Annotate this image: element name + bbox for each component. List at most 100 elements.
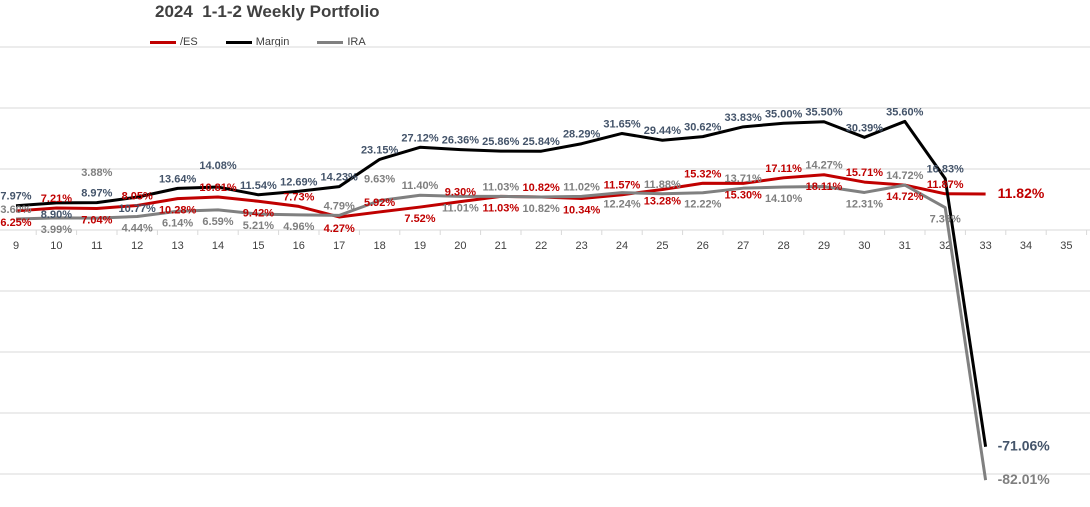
data-label: 25.84% — [523, 136, 561, 148]
data-label: 7.21% — [41, 193, 72, 205]
x-tick-label: 14 — [212, 240, 224, 252]
x-tick-label: 34 — [1020, 240, 1032, 252]
data-label: 4.79% — [324, 200, 355, 212]
x-tick-label: 17 — [333, 240, 345, 252]
data-label: -71.06% — [998, 438, 1051, 454]
x-tick-label: 32 — [939, 240, 951, 252]
data-label: 14.72% — [886, 191, 924, 203]
x-tick-label: 24 — [616, 240, 628, 252]
data-label: 18.11% — [806, 181, 843, 193]
x-tick-label: 35 — [1060, 240, 1072, 252]
data-label: 10.82% — [523, 203, 561, 215]
legend-swatch — [317, 40, 344, 44]
data-label: 10.34% — [563, 204, 601, 216]
data-label: 30.62% — [684, 122, 722, 134]
x-tick-label: 12 — [131, 240, 143, 252]
data-label: 25.86% — [482, 136, 520, 148]
data-label: 14.10% — [765, 193, 803, 205]
data-label: 16.83% — [927, 164, 965, 176]
data-label: 17.11% — [765, 163, 802, 175]
data-label: 27.12% — [401, 132, 439, 144]
x-tick-label: 10 — [50, 240, 62, 252]
data-label: 11.40% — [402, 180, 439, 192]
data-label: 14.72% — [886, 170, 924, 182]
data-label: 29.44% — [644, 125, 682, 137]
data-label: 12.22% — [684, 199, 722, 211]
data-label: 6.14% — [162, 217, 193, 229]
x-tick-label: 19 — [414, 240, 426, 252]
data-label: 6.25% — [0, 217, 31, 229]
legend-label: /ES — [180, 36, 198, 48]
data-label: 33.83% — [725, 112, 763, 124]
data-label: 3.88% — [81, 167, 112, 179]
data-label: 10.82% — [523, 182, 561, 194]
legend-label: IRA — [347, 36, 366, 48]
data-label: 7.73% — [283, 191, 314, 203]
data-label: 5.21% — [243, 220, 274, 232]
data-label: 9.42% — [243, 207, 274, 219]
data-label: 4.27% — [324, 223, 355, 235]
x-tick-label: 16 — [293, 240, 305, 252]
x-tick-label: 21 — [495, 240, 507, 252]
data-label: 12.24% — [603, 199, 641, 211]
data-label: 11.01% — [442, 202, 479, 214]
legend-item-margin: Margin — [225, 36, 290, 48]
legend: /ES Margin IRA — [150, 36, 366, 48]
data-label: 14.23% — [321, 172, 359, 184]
data-label: 8.97% — [81, 188, 112, 200]
data-label: 6.59% — [202, 216, 233, 228]
chart-title: 2024 1-1-2 Weekly Portfolio — [155, 2, 380, 21]
data-label: 7.97% — [0, 191, 31, 203]
x-tick-label: 9 — [13, 240, 19, 252]
x-tick-label: 33 — [979, 240, 991, 252]
legend-swatch — [150, 40, 176, 44]
data-label: -82.01% — [998, 471, 1051, 487]
data-label: 14.08% — [199, 160, 237, 172]
data-label: 10.81% — [199, 182, 237, 194]
x-tick-label: 27 — [737, 240, 749, 252]
data-label: 10.77% — [119, 203, 157, 215]
data-label: 11.54% — [240, 180, 277, 192]
data-label: 8.05% — [122, 190, 153, 202]
data-label: 4.96% — [283, 221, 314, 233]
data-label: 7.04% — [81, 215, 112, 227]
legend-item-es: /ES — [150, 36, 198, 48]
series-line-margin — [15, 119, 988, 447]
data-label: 11.82% — [998, 185, 1045, 201]
x-tick-label: 22 — [535, 240, 547, 252]
x-tick-label: 25 — [656, 240, 668, 252]
data-label: 35.50% — [805, 107, 843, 119]
data-label: 7.52% — [404, 213, 435, 225]
data-label: 14.27% — [805, 159, 843, 171]
x-tick-label: 11 — [91, 240, 102, 252]
data-label: 4.44% — [122, 222, 153, 234]
x-tick-label: 20 — [454, 240, 466, 252]
x-tick-label: 30 — [858, 240, 870, 252]
legend-label: Margin — [255, 36, 290, 48]
data-label: 23.15% — [361, 144, 399, 156]
data-label: 8.90% — [41, 209, 72, 221]
data-label: 12.69% — [280, 176, 318, 188]
data-label: 5.92% — [364, 197, 395, 209]
data-label: 12.31% — [846, 198, 884, 210]
x-tick-label: 28 — [777, 240, 789, 252]
data-label: 9.63% — [364, 174, 395, 186]
data-label: 3.60% — [0, 204, 31, 216]
x-tick-label: 23 — [575, 240, 587, 252]
data-label: 30.39% — [846, 122, 884, 134]
x-tick-label: 29 — [818, 240, 830, 252]
data-label: 13.28% — [644, 195, 682, 207]
x-tick-label: 13 — [171, 240, 183, 252]
data-label: 35.60% — [886, 106, 924, 118]
data-label: 31.65% — [603, 118, 641, 130]
x-tick-label: 18 — [373, 240, 385, 252]
data-label: 28.29% — [563, 129, 601, 141]
data-label: 11.02% — [563, 181, 600, 193]
legend-swatch — [225, 40, 252, 44]
data-label: 9.30% — [445, 187, 476, 199]
data-label: 13.71% — [725, 173, 763, 185]
data-label: 13.64% — [159, 173, 197, 185]
data-label: 15.32% — [684, 168, 722, 180]
series-line-ira — [15, 183, 988, 481]
